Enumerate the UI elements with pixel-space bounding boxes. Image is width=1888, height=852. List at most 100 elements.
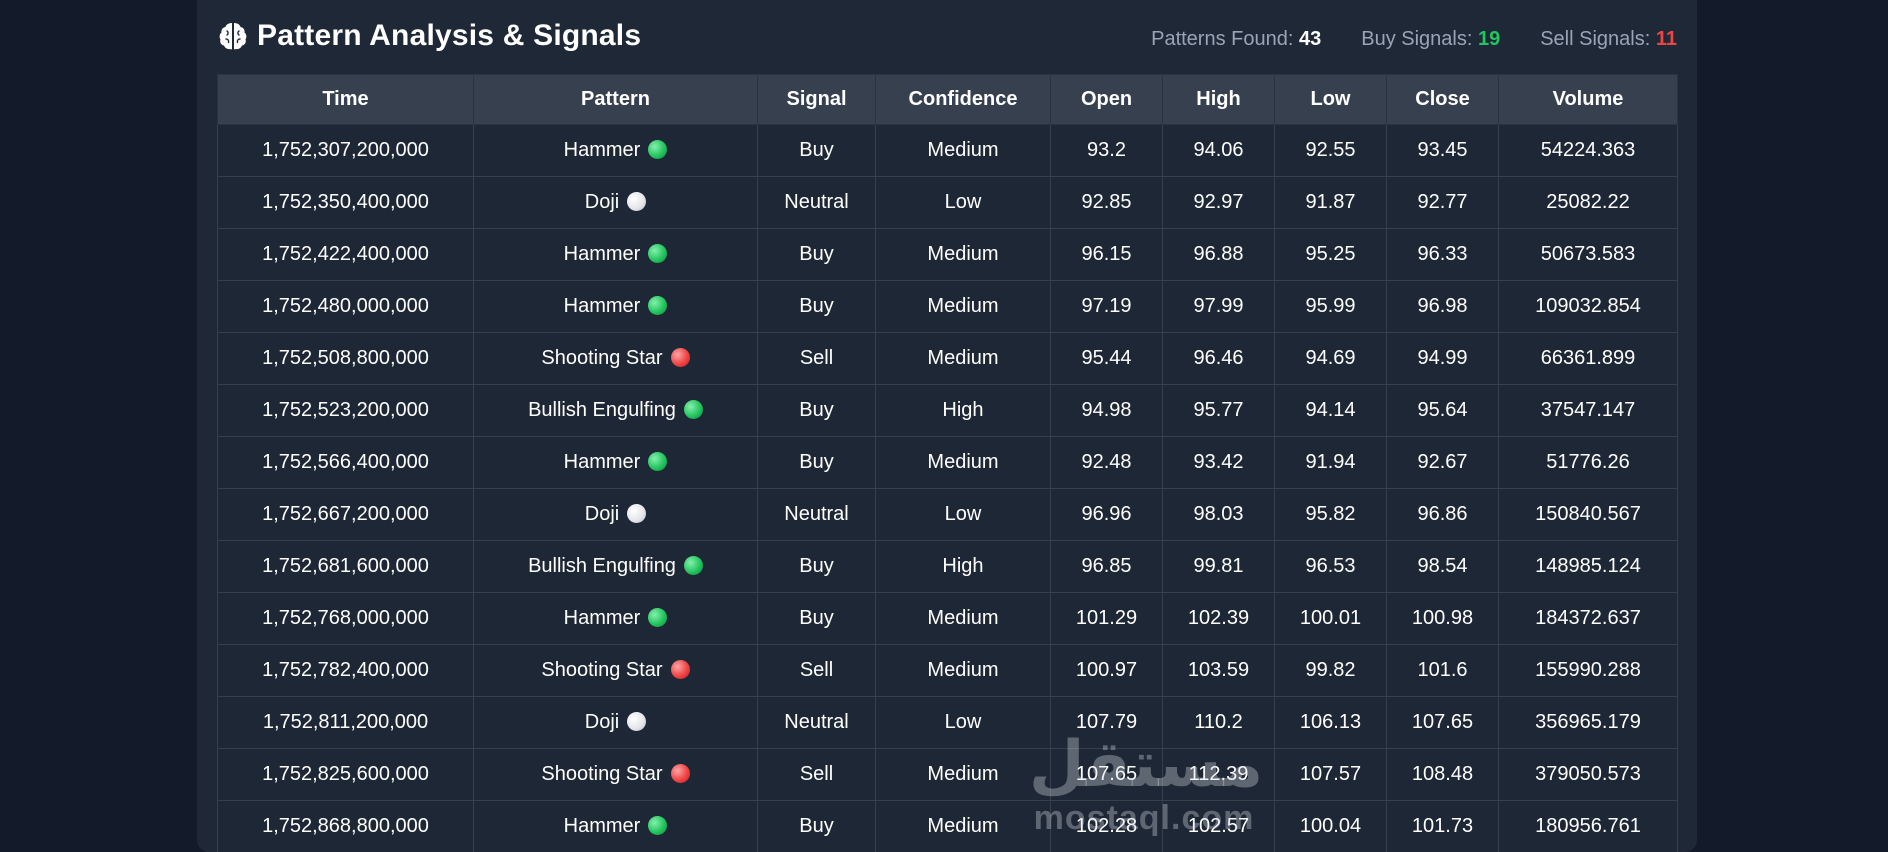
cell-volume: 356965.179	[1498, 696, 1678, 749]
stat-value: 19	[1477, 28, 1501, 50]
cell-high: 96.46	[1162, 332, 1275, 385]
cell-time: 1,752,566,400,000	[217, 436, 474, 489]
cell-close: 96.86	[1386, 488, 1499, 541]
signals-table: Time Pattern Signal Confidence Open High Low Cl…	[217, 74, 1678, 852]
white-dot-icon	[627, 712, 647, 731]
pattern-name: Shooting Star	[541, 659, 663, 681]
cell-signal: Buy	[757, 384, 876, 437]
table-row[interactable]: 1,752,768,000,000 Hammer Buy Medium 101.29 10…	[217, 592, 1678, 645]
cell-pattern: Doji	[473, 176, 758, 229]
table-row[interactable]: 1,752,811,200,000 Doji Neutral Low 107.79 110…	[217, 696, 1678, 749]
cell-signal: Sell	[757, 748, 876, 801]
column-header-open[interactable]: Open	[1050, 74, 1163, 125]
pattern-name: Hammer	[563, 243, 641, 265]
cell-confidence: Medium	[875, 748, 1051, 801]
cell-volume: 66361.899	[1498, 332, 1678, 385]
cell-close: 98.54	[1386, 540, 1499, 593]
table-row[interactable]: 1,752,782,400,000 Shooting Star Sell Medium…	[217, 644, 1678, 697]
green-dot-icon	[648, 296, 668, 315]
column-header-high[interactable]: High	[1162, 74, 1275, 125]
column-header-close[interactable]: Close	[1386, 74, 1499, 125]
table-row[interactable]: 1,752,422,400,000 Hammer Buy Medium 96.15 96.…	[217, 228, 1678, 281]
cell-high: 110.2	[1162, 696, 1275, 749]
cell-pattern: Bullish Engulfing	[473, 540, 758, 593]
column-header-pattern[interactable]: Pattern	[473, 74, 758, 125]
cell-close: 108.48	[1386, 748, 1499, 801]
cell-close: 101.73	[1386, 800, 1499, 852]
cell-confidence: Medium	[875, 332, 1051, 385]
table-row[interactable]: 1,752,825,600,000 Shooting Star Sell Medium…	[217, 748, 1678, 801]
table-row[interactable]: 1,752,350,400,000 Doji Neutral Low 92.85 92.9…	[217, 176, 1678, 229]
pattern-name: Bullish Engulfing	[528, 399, 676, 421]
cell-close: 92.67	[1386, 436, 1499, 489]
table-row[interactable]: 1,752,868,800,000 Hammer Buy Medium 102.28 10…	[217, 800, 1678, 852]
table-row[interactable]: 1,752,681,600,000 Bullish Engulfing Buy Hig…	[217, 540, 1678, 593]
cell-low: 96.53	[1274, 540, 1387, 593]
cell-confidence: Medium	[875, 436, 1051, 489]
green-dot-icon	[648, 244, 668, 263]
cell-high: 92.97	[1162, 176, 1275, 229]
table-header-row: Time Pattern Signal Confidence Open High Low Cl…	[217, 74, 1678, 125]
cell-low: 100.01	[1274, 592, 1387, 645]
cell-low: 94.69	[1274, 332, 1387, 385]
red-dot-icon	[670, 660, 690, 679]
cell-open: 107.65	[1050, 748, 1163, 801]
cell-volume: 379050.573	[1498, 748, 1678, 801]
cell-high: 96.88	[1162, 228, 1275, 281]
table-row[interactable]: 1,752,307,200,000 Hammer Buy Medium 93.2 94.0…	[217, 124, 1678, 177]
cell-volume: 184372.637	[1498, 592, 1678, 645]
table-row[interactable]: 1,752,566,400,000 Hammer Buy Medium 92.48 93.…	[217, 436, 1678, 489]
cell-close: 95.64	[1386, 384, 1499, 437]
column-header-low[interactable]: Low	[1274, 74, 1387, 125]
cell-low: 95.99	[1274, 280, 1387, 333]
cell-signal: Buy	[757, 800, 876, 852]
stat-item: Buy Signals: 19	[1361, 28, 1500, 51]
cell-low: 95.25	[1274, 228, 1387, 281]
cell-open: 96.85	[1050, 540, 1163, 593]
cell-confidence: Low	[875, 488, 1051, 541]
cell-close: 96.33	[1386, 228, 1499, 281]
table-row[interactable]: 1,752,523,200,000 Bullish Engulfing Buy Hig…	[217, 384, 1678, 437]
red-dot-icon	[670, 348, 690, 367]
cell-signal: Buy	[757, 124, 876, 177]
cell-volume: 180956.761	[1498, 800, 1678, 852]
cell-close: 101.6	[1386, 644, 1499, 697]
pattern-name: Shooting Star	[541, 763, 663, 785]
cell-low: 92.55	[1274, 124, 1387, 177]
cell-high: 102.57	[1162, 800, 1275, 852]
cell-low: 100.04	[1274, 800, 1387, 852]
cell-open: 95.44	[1050, 332, 1163, 385]
table-row[interactable]: 1,752,667,200,000 Doji Neutral Low 96.96 98.0…	[217, 488, 1678, 541]
cell-open: 94.98	[1050, 384, 1163, 437]
cell-signal: Neutral	[757, 488, 876, 541]
column-header-time[interactable]: Time	[217, 74, 474, 125]
cell-confidence: Low	[875, 696, 1051, 749]
cell-signal: Buy	[757, 228, 876, 281]
cell-signal: Buy	[757, 436, 876, 489]
table-row[interactable]: 1,752,508,800,000 Shooting Star Sell Medium…	[217, 332, 1678, 385]
stat-value: 43	[1298, 28, 1322, 50]
cell-volume: 51776.26	[1498, 436, 1678, 489]
cell-time: 1,752,681,600,000	[217, 540, 474, 593]
cell-volume: 50673.583	[1498, 228, 1678, 281]
cell-volume: 150840.567	[1498, 488, 1678, 541]
column-header-confidence[interactable]: Confidence	[875, 74, 1051, 125]
cell-close: 93.45	[1386, 124, 1499, 177]
column-header-signal[interactable]: Signal	[757, 74, 876, 125]
stat-item: Sell Signals: 11	[1540, 28, 1677, 51]
pattern-name: Doji	[584, 191, 620, 213]
table-row[interactable]: 1,752,480,000,000 Hammer Buy Medium 97.19 97.…	[217, 280, 1678, 333]
cell-open: 102.28	[1050, 800, 1163, 852]
cell-open: 107.79	[1050, 696, 1163, 749]
column-header-volume[interactable]: Volume	[1498, 74, 1678, 125]
cell-high: 94.06	[1162, 124, 1275, 177]
stat-label: Buy Signals:	[1361, 28, 1473, 50]
cell-volume: 54224.363	[1498, 124, 1678, 177]
cell-low: 106.13	[1274, 696, 1387, 749]
cell-time: 1,752,868,800,000	[217, 800, 474, 852]
cell-confidence: Medium	[875, 592, 1051, 645]
cell-low: 94.14	[1274, 384, 1387, 437]
pattern-name: Doji	[584, 711, 620, 733]
pattern-name: Bullish Engulfing	[528, 555, 676, 577]
pattern-name: Hammer	[563, 815, 641, 837]
